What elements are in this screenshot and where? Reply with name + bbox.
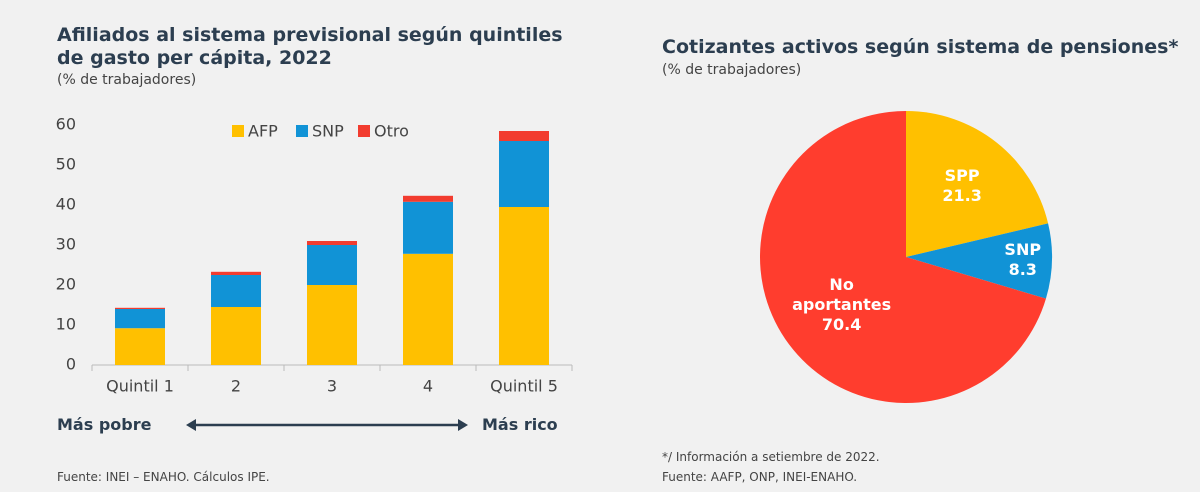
arrow-head — [186, 419, 196, 431]
legend-swatch — [358, 125, 370, 137]
legend-swatch — [232, 125, 244, 137]
pie-slice — [906, 111, 1049, 257]
y-tick-label: 20 — [56, 275, 76, 294]
y-tick-label: 0 — [66, 355, 76, 374]
bar-segment — [115, 309, 165, 329]
chart-title: Afiliados al sistema previsional según q… — [57, 24, 563, 69]
x-tick-label: Quintil 5 — [490, 377, 558, 396]
note: */ Información a setiembre de 2022. — [662, 450, 880, 464]
source: Fuente: INEI – ENAHO. Cálculos IPE. — [57, 470, 270, 484]
bar-segment — [403, 253, 453, 365]
bar-segment — [307, 285, 357, 365]
pie-category-label: No aportantes — [792, 275, 892, 314]
x-tick-label: 2 — [231, 377, 241, 396]
x-tick-label: 4 — [423, 377, 433, 396]
bar-segment — [115, 307, 165, 309]
chart-title: Cotizantes activos según sistema de pens… — [662, 36, 1179, 58]
pie-label: SPP 21.3 — [907, 166, 1017, 206]
x-tick-label: 3 — [327, 377, 337, 396]
x-tick-label: Quintil 1 — [106, 377, 174, 396]
annotation: Más pobre — [57, 415, 152, 434]
bar-segment — [403, 195, 453, 202]
bar-segment — [499, 131, 549, 141]
legend-label: AFP — [248, 122, 278, 141]
pie-slice — [906, 223, 1052, 299]
pie-label: No aportantes 70.4 — [787, 275, 897, 335]
legend-label: SNP — [312, 122, 344, 141]
y-tick-label: 50 — [56, 155, 76, 174]
pie-value-label: 70.4 — [821, 315, 862, 334]
y-tick-label: 40 — [56, 195, 76, 214]
y-tick-label: 10 — [56, 315, 76, 334]
pie-category-label: SNP — [1004, 240, 1042, 260]
y-tick-label: 60 — [56, 115, 76, 134]
annotation: Más rico — [482, 415, 558, 434]
pie-category-label: SPP — [944, 166, 980, 185]
pie-value-label: 8.3 — [1008, 260, 1037, 280]
bar-segment — [499, 141, 549, 207]
pie-label: SNP 8.3 — [968, 240, 1078, 280]
y-tick-label: 30 — [56, 235, 76, 254]
pie-value-label: 21.3 — [942, 186, 982, 205]
arrow-head — [458, 419, 468, 431]
source: Fuente: AAFP, ONP, INEI-ENAHO. — [662, 470, 858, 484]
bar-segment — [403, 201, 453, 254]
bar-segment — [211, 275, 261, 307]
bar-segment — [115, 328, 165, 365]
bar-segment — [211, 271, 261, 275]
bar-segment — [499, 207, 549, 365]
pie-slice — [760, 111, 1046, 403]
legend-label: Otro — [374, 122, 409, 141]
bar-segment — [211, 307, 261, 365]
bar-segment — [307, 245, 357, 285]
bar-segment — [307, 241, 357, 245]
chart-subtitle: (% de trabajadores) — [57, 72, 197, 88]
legend-swatch — [296, 125, 308, 137]
chart-subtitle: (% de trabajadores) — [662, 62, 802, 78]
